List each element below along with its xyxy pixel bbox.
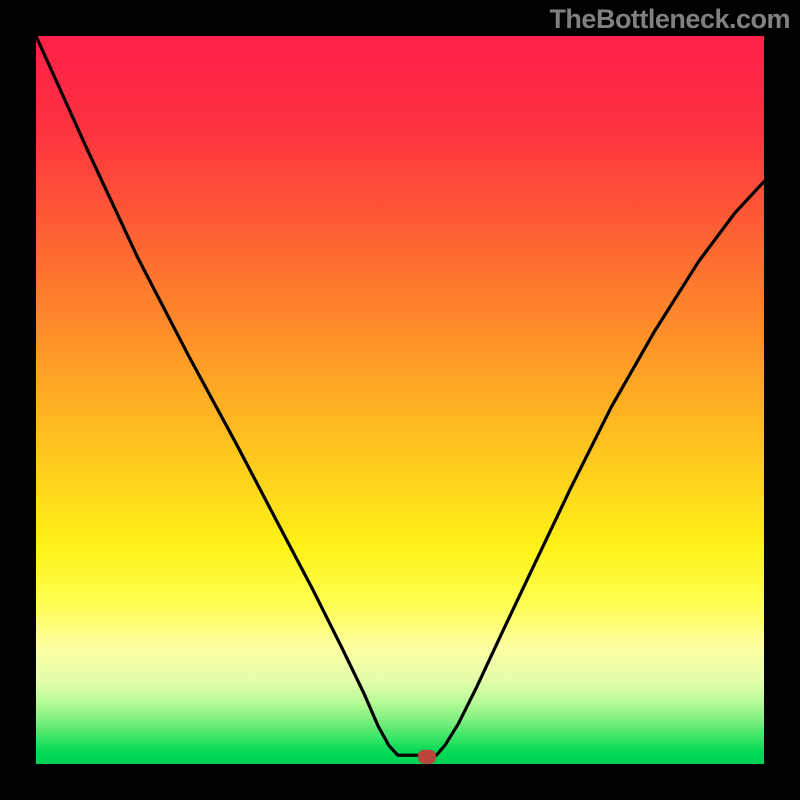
chart-svg	[0, 0, 800, 800]
plot-background	[36, 36, 764, 764]
watermark-text: TheBottleneck.com	[549, 4, 790, 35]
frame-left	[0, 0, 36, 800]
frame-bottom	[0, 764, 800, 800]
bottleneck-marker	[418, 750, 436, 764]
chart-container: TheBottleneck.com	[0, 0, 800, 800]
frame-right	[764, 0, 800, 800]
